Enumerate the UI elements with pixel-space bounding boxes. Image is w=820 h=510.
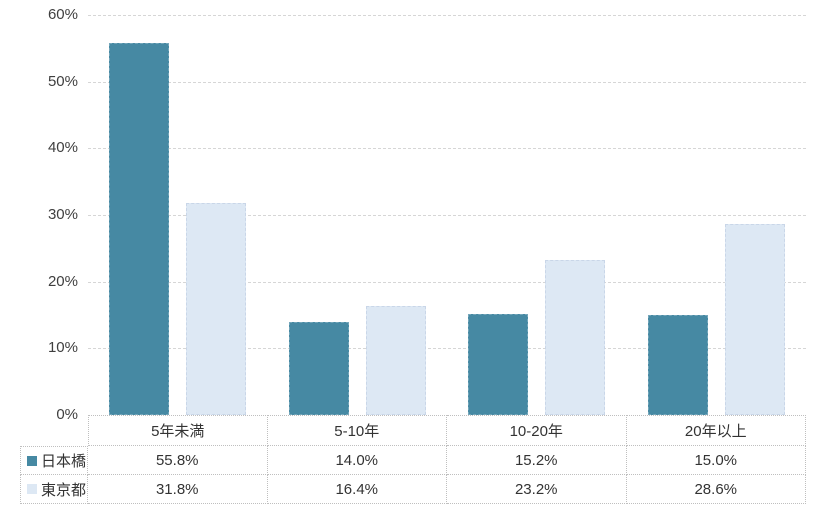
y-axis-tick-label: 60% xyxy=(47,6,78,23)
category-header-cell: 20年以上 xyxy=(626,415,806,446)
gridline xyxy=(88,348,806,350)
bar-series2-cat1 xyxy=(186,203,247,415)
bar-group xyxy=(627,15,807,415)
bar-series1-cat4 xyxy=(647,315,708,415)
series-color-swatch-icon xyxy=(27,455,37,466)
series-name-label: 日本橋 xyxy=(41,453,87,470)
gridline xyxy=(88,215,806,216)
y-axis-tick-label: 20% xyxy=(47,272,78,290)
value-cell: 16.4% xyxy=(267,475,447,504)
bar-series1-cat2 xyxy=(288,321,349,415)
value-cell: 28.6% xyxy=(626,475,806,504)
y-axis-tick-label: 10% xyxy=(47,339,78,357)
bar-series1-cat1 xyxy=(109,43,170,415)
category-header-cell: 10-20年 xyxy=(447,415,627,446)
value-cell: 15.2% xyxy=(447,446,627,475)
y-axis-tick-label: 40% xyxy=(47,139,78,157)
y-axis-tick-label: 30% xyxy=(47,206,78,223)
bar-group xyxy=(268,15,448,415)
value-cell: 31.8% xyxy=(88,475,268,504)
series-color-swatch-icon xyxy=(27,484,37,494)
bar-group xyxy=(447,15,627,415)
gridline xyxy=(88,81,806,83)
plot-area xyxy=(88,15,806,415)
y-axis-tick-label: 0% xyxy=(56,406,78,423)
category-header-cell: 5年未満 xyxy=(88,415,268,446)
value-cell: 14.0% xyxy=(267,446,447,475)
bar-series2-cat4 xyxy=(724,224,785,415)
bar-series2-cat2 xyxy=(365,305,426,415)
bar-series1-cat3 xyxy=(468,313,529,415)
value-cell: 55.8% xyxy=(88,446,268,475)
value-cell: 15.0% xyxy=(626,446,806,475)
legend-cell: 日本橋 xyxy=(20,446,88,475)
gridline xyxy=(88,148,806,150)
gridline xyxy=(88,15,806,16)
value-cell: 23.2% xyxy=(447,475,627,504)
y-axis-tick-label: 50% xyxy=(47,72,78,90)
bar-group xyxy=(88,15,268,415)
gridline xyxy=(88,281,806,283)
bar-series2-cat3 xyxy=(545,260,606,415)
category-header-cell: 5-10年 xyxy=(267,415,447,446)
series-name-label: 東京都 xyxy=(41,481,87,499)
legend-cell: 東京都 xyxy=(20,475,88,504)
data-table: 5年未満 5-10年 10-20年 20年以上日本橋 55.8% 14.0% 15.2% 15… xyxy=(20,415,806,504)
